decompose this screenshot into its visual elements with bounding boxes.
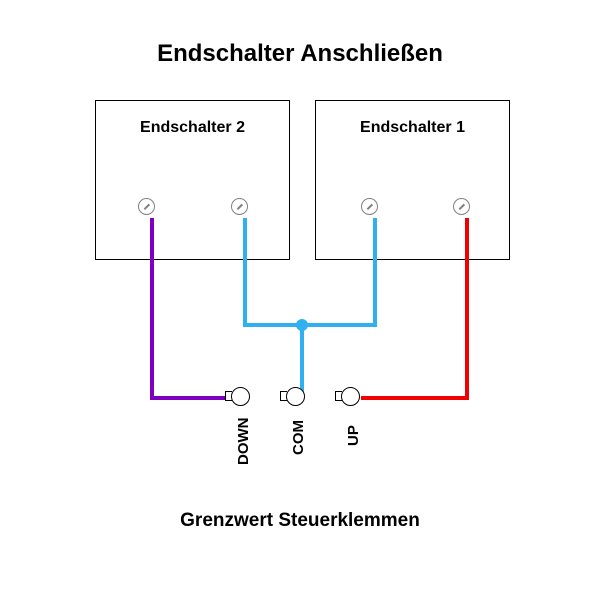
diagram-canvas: Endschalter Anschließen Endschalter 2 En… <box>0 0 600 600</box>
terminal-down-icon <box>231 387 250 406</box>
terminal-up-label: UP <box>345 425 362 446</box>
terminal-com-icon <box>286 387 305 406</box>
terminal-up-icon <box>341 387 360 406</box>
diagram-subtitle: Grenzwert Steuerklemmen <box>0 510 600 532</box>
junction-node-icon <box>296 319 308 331</box>
terminal-down-label: DOWN <box>235 417 252 465</box>
terminal-com-label: COM <box>290 420 307 455</box>
